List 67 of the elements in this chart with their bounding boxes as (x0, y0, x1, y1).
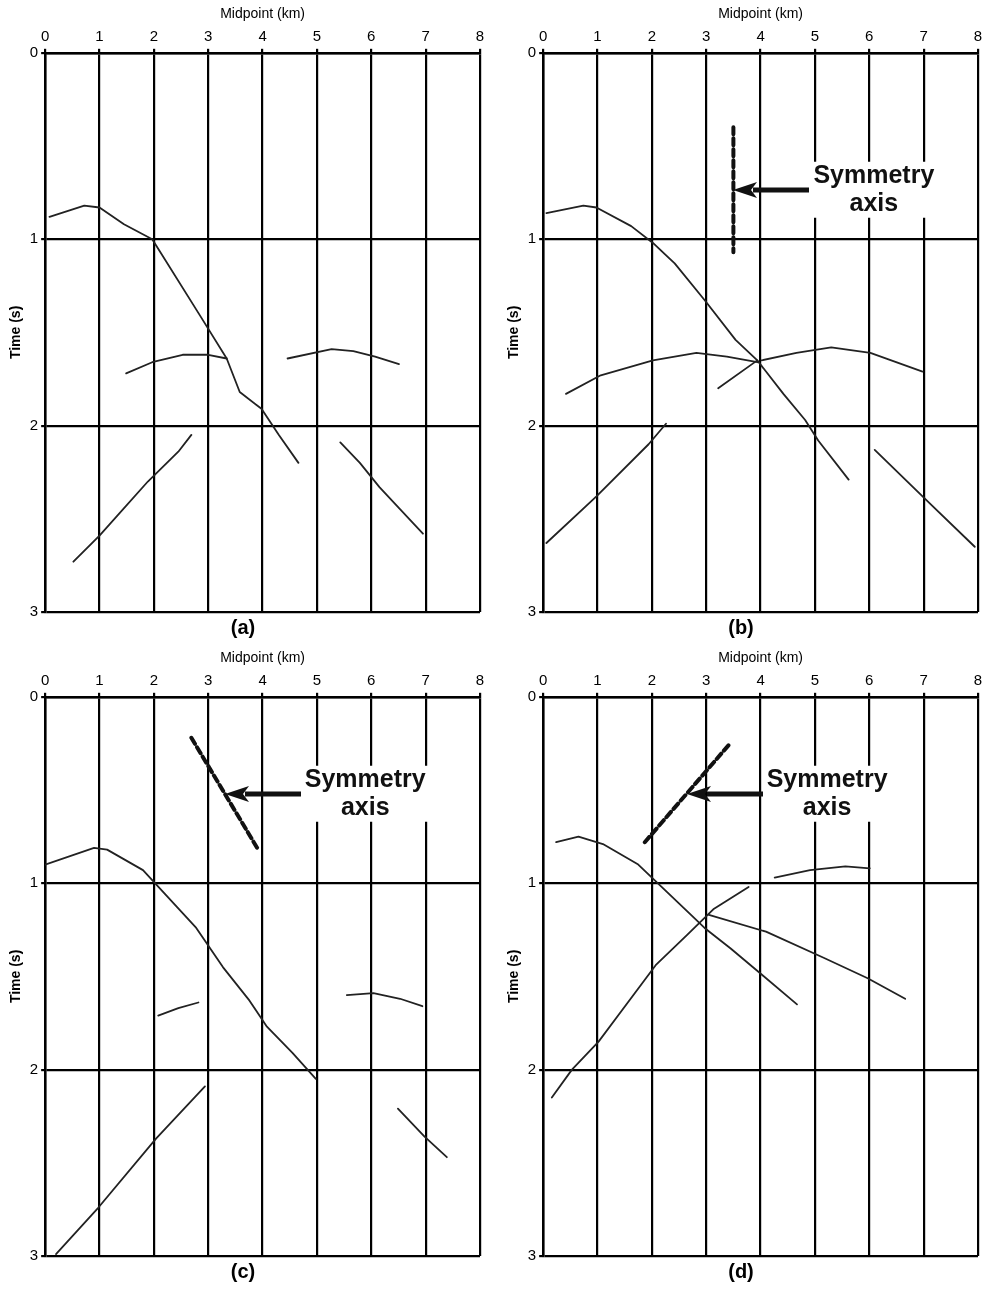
x-tick-label: 7 (919, 26, 928, 44)
x-axis-title: Midpoint (km) (718, 649, 803, 666)
x-tick-label: 7 (421, 26, 430, 44)
x-tick-label: 6 (865, 26, 874, 44)
x-tick-label: 6 (367, 670, 376, 688)
y-tick-label: 1 (29, 229, 39, 247)
x-tick-label: 8 (475, 26, 485, 44)
x-tick-label: 2 (647, 670, 657, 688)
y-tick-label: 2 (527, 1059, 537, 1077)
x-tick-label: 5 (312, 26, 322, 44)
x-tick-label: 3 (204, 26, 213, 44)
text: (c) (230, 1259, 256, 1282)
y-tick-label: 1 (29, 873, 39, 891)
x-tick-label: 8 (475, 670, 485, 688)
x-tick-label: 4 (756, 26, 765, 44)
x-tick-label: 1 (95, 26, 104, 44)
y-tick-label: 2 (29, 1059, 39, 1077)
x-tick-label: 1 (95, 670, 104, 688)
annotation: Symmetry axis (304, 763, 426, 820)
y-tick-label: 2 (29, 415, 39, 433)
y-tick-label: 3 (527, 1246, 537, 1264)
x-tick-label: 5 (810, 670, 820, 688)
x-tick-label: 6 (865, 670, 874, 688)
x-tick-label: 5 (312, 670, 322, 688)
x-tick-label: 1 (593, 26, 602, 44)
y-axis-title: Time (s) (505, 949, 522, 1004)
x-tick-label: 8 (973, 26, 983, 44)
x-axis-title: Midpoint (km) (220, 5, 305, 22)
y-axis-title: Time (s) (7, 305, 24, 360)
x-tick-label: 4 (258, 670, 267, 688)
text: (b) (728, 615, 754, 638)
x-axis-title: Midpoint (km) (220, 649, 305, 666)
x-tick-label: 6 (367, 26, 376, 44)
x-tick-label: 0 (538, 26, 548, 44)
y-tick-label: 0 (29, 686, 39, 704)
x-tick-label: 5 (810, 26, 820, 44)
y-tick-label: 3 (527, 602, 537, 620)
annotation: Symmetry axis (766, 763, 888, 820)
x-tick-label: 7 (919, 670, 928, 688)
x-tick-label: 2 (149, 670, 159, 688)
y-tick-label: 1 (527, 229, 537, 247)
text: (a) (230, 615, 256, 638)
x-tick-label: 4 (258, 26, 267, 44)
text: (d) (728, 1259, 754, 1282)
y-tick-label: 2 (527, 415, 537, 433)
x-tick-label: 1 (593, 670, 602, 688)
x-tick-label: 3 (702, 670, 711, 688)
y-tick-label: 0 (527, 686, 537, 704)
y-tick-label: 0 (29, 42, 39, 60)
x-tick-label: 2 (647, 26, 657, 44)
x-tick-label: 2 (149, 26, 159, 44)
x-axis-title: Midpoint (km) (718, 5, 803, 22)
x-tick-label: 8 (973, 670, 983, 688)
x-tick-label: 0 (40, 670, 50, 688)
x-tick-label: 3 (702, 26, 711, 44)
y-tick-label: 3 (29, 602, 39, 620)
annotation: Symmetry axis (813, 159, 935, 216)
x-tick-label: 3 (204, 670, 213, 688)
x-tick-label: 7 (421, 670, 430, 688)
y-tick-label: 3 (29, 1246, 39, 1264)
y-tick-label: 1 (527, 873, 537, 891)
y-axis-title: Time (s) (7, 949, 24, 1004)
x-tick-label: 4 (756, 670, 765, 688)
y-tick-label: 0 (527, 42, 537, 60)
x-tick-label: 0 (538, 670, 548, 688)
y-axis-title: Time (s) (505, 305, 522, 360)
x-tick-label: 0 (40, 26, 50, 44)
